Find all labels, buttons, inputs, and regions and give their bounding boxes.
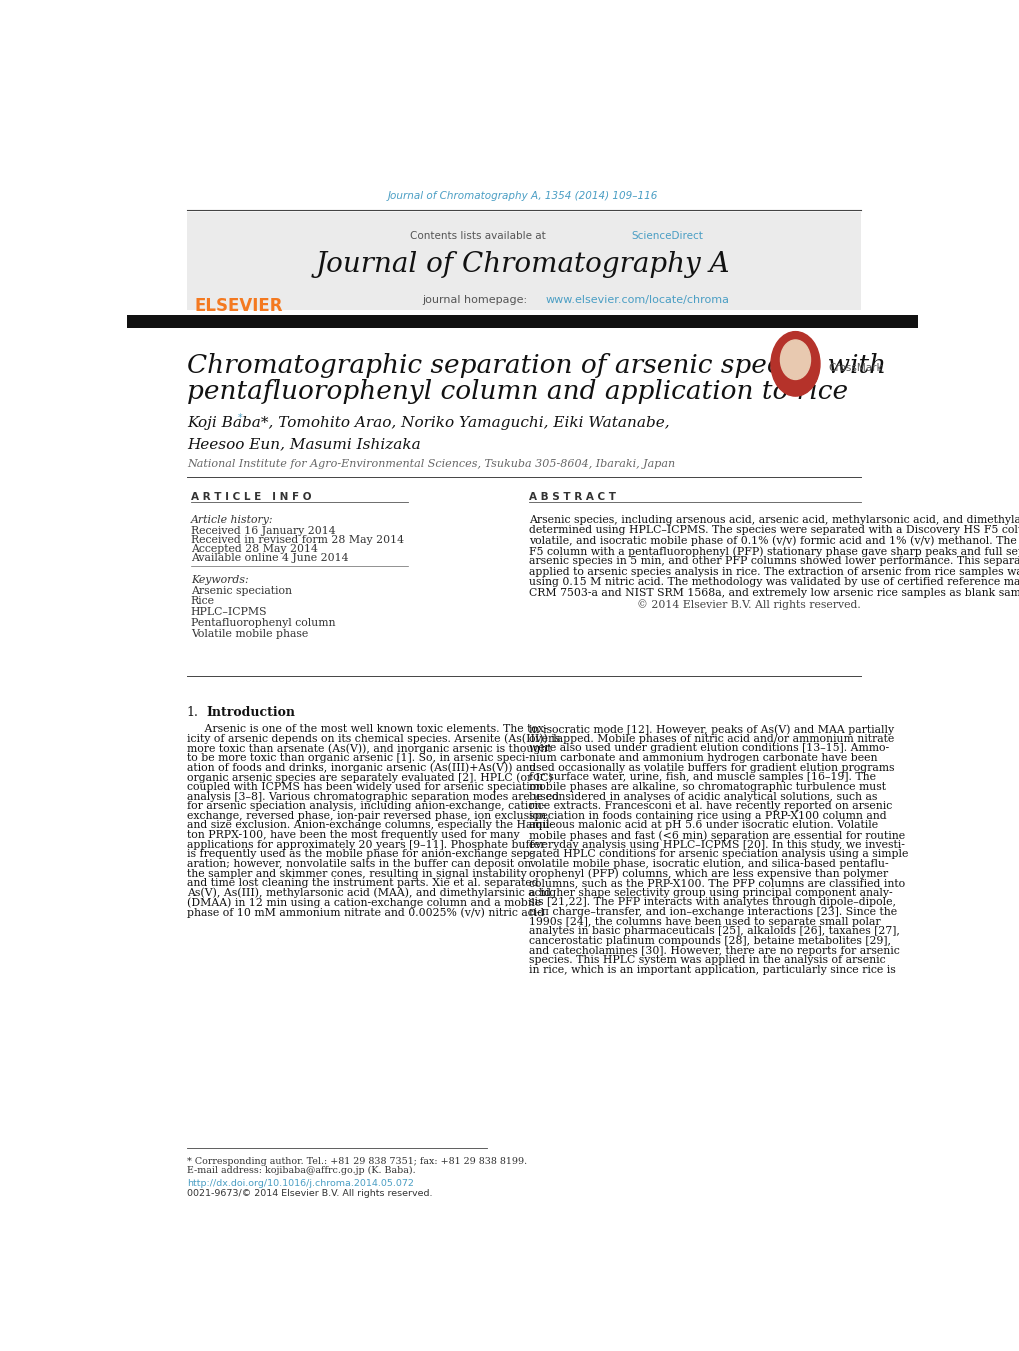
Text: and size exclusion. Anion-exchange columns, especially the Hamil-: and size exclusion. Anion-exchange colum… — [186, 820, 552, 831]
Text: Volatile mobile phase: Volatile mobile phase — [191, 628, 308, 639]
Text: more toxic than arsenate (As(V)), and inorganic arsenic is thought: more toxic than arsenate (As(V)), and in… — [186, 743, 550, 754]
Text: * Corresponding author. Tel.: +81 29 838 7351; fax: +81 29 838 8199.: * Corresponding author. Tel.: +81 29 838… — [186, 1156, 527, 1166]
Text: cancerostatic platinum compounds [28], betaine metabolites [29],: cancerostatic platinum compounds [28], b… — [529, 936, 891, 946]
Text: aration; however, nonvolatile salts in the buffer can deposit on: aration; however, nonvolatile salts in t… — [186, 859, 531, 869]
Text: CRM 7503-a and NIST SRM 1568a, and extremely low arsenic rice samples as blank s: CRM 7503-a and NIST SRM 1568a, and extre… — [529, 588, 1019, 597]
Text: overlapped. Mobile phases of nitric acid and/or ammonium nitrate: overlapped. Mobile phases of nitric acid… — [529, 734, 894, 744]
Text: for surface water, urine, fish, and muscle samples [16–19]. The: for surface water, urine, fish, and musc… — [529, 773, 875, 782]
Text: *: * — [238, 413, 243, 423]
Text: As(V), As(III), methylarsonic acid (MAA), and dimethylarsinic acid: As(V), As(III), methylarsonic acid (MAA)… — [186, 888, 550, 898]
Text: Rice: Rice — [191, 596, 215, 607]
Text: Koji Baba*, Tomohito Arao, Noriko Yamaguchi, Eiki Watanabe,: Koji Baba*, Tomohito Arao, Noriko Yamagu… — [186, 416, 668, 430]
Text: a higher shape selectivity group using principal component analy-: a higher shape selectivity group using p… — [529, 888, 892, 898]
Text: in rice, which is an important application, particularly since rice is: in rice, which is an important applicati… — [529, 965, 895, 975]
Text: the sampler and skimmer cones, resulting in signal instability: the sampler and skimmer cones, resulting… — [186, 869, 526, 878]
Text: mobile phases and fast (<6 min) separation are essential for routine: mobile phases and fast (<6 min) separati… — [529, 830, 904, 840]
Text: (DMAA) in 12 min using a cation-exchange column and a mobile: (DMAA) in 12 min using a cation-exchange… — [186, 897, 540, 908]
Text: mobile phases are alkaline, so chromatographic turbulence must: mobile phases are alkaline, so chromatog… — [529, 782, 886, 792]
Text: arsenic species in 5 min, and other PFP columns showed lower performance. This s: arsenic species in 5 min, and other PFP … — [529, 557, 1019, 566]
Bar — [127, 315, 917, 328]
Text: for arsenic speciation analysis, including anion-exchange, cation-: for arsenic speciation analysis, includi… — [186, 801, 544, 811]
Text: www.elsevier.com/locate/chroma: www.elsevier.com/locate/chroma — [545, 296, 729, 305]
Text: were also used under gradient elution conditions [13–15]. Ammo-: were also used under gradient elution co… — [529, 743, 889, 754]
Text: aqueous malonic acid at pH 5.6 under isocratic elution. Volatile: aqueous malonic acid at pH 5.6 under iso… — [529, 820, 877, 831]
Text: HPLC–ICPMS: HPLC–ICPMS — [191, 607, 267, 617]
Text: ScienceDirect: ScienceDirect — [631, 231, 703, 242]
Text: coupled with ICPMS has been widely used for arsenic speciation: coupled with ICPMS has been widely used … — [186, 782, 542, 792]
Text: Introduction: Introduction — [206, 705, 296, 719]
Text: Received in revised form 28 May 2014: Received in revised form 28 May 2014 — [191, 535, 404, 544]
Text: 1.: 1. — [186, 705, 199, 719]
Text: and catecholamines [30]. However, there are no reports for arsenic: and catecholamines [30]. However, there … — [529, 946, 899, 955]
Text: nium carbonate and ammonium hydrogen carbonate have been: nium carbonate and ammonium hydrogen car… — [529, 753, 876, 763]
Text: ation of foods and drinks, inorganic arsenic (As(III)+As(V)) and: ation of foods and drinks, inorganic ars… — [186, 763, 536, 773]
Text: Available online 4 June 2014: Available online 4 June 2014 — [191, 554, 347, 563]
Text: analytes in basic pharmaceuticals [25], alkaloids [26], taxanes [27],: analytes in basic pharmaceuticals [25], … — [529, 927, 899, 936]
Text: E-mail address: kojibaba@affrc.go.jp (K. Baba).: E-mail address: kojibaba@affrc.go.jp (K.… — [186, 1166, 415, 1175]
Text: volatile mobile phase, isocratic elution, and silica-based pentaflu-: volatile mobile phase, isocratic elution… — [529, 859, 888, 869]
Text: Arsenic speciation: Arsenic speciation — [191, 585, 291, 596]
Text: pentafluorophenyl column and application to rice: pentafluorophenyl column and application… — [186, 380, 847, 404]
Text: columns, such as the PRP-X100. The PFP columns are classified into: columns, such as the PRP-X100. The PFP c… — [529, 878, 904, 888]
Text: applied to arsenic species analysis in rice. The extraction of arsenic from rice: applied to arsenic species analysis in r… — [529, 567, 1019, 577]
Text: be considered in analyses of acidic analytical solutions, such as: be considered in analyses of acidic anal… — [529, 792, 876, 801]
Text: F5 column with a pentafluorophenyl (PFP) stationary phase gave sharp peaks and f: F5 column with a pentafluorophenyl (PFP)… — [529, 546, 1019, 557]
Text: analysis [3–8]. Various chromatographic separation modes are used: analysis [3–8]. Various chromatographic … — [186, 792, 558, 801]
Text: speciation in foods containing rice using a PRP-X100 column and: speciation in foods containing rice usin… — [529, 811, 886, 821]
Text: sis [21,22]. The PFP interacts with analytes through dipole–dipole,: sis [21,22]. The PFP interacts with anal… — [529, 897, 896, 908]
Text: icity of arsenic depends on its chemical species. Arsenite (As(III)) is: icity of arsenic depends on its chemical… — [186, 734, 559, 744]
Text: volatile, and isocratic mobile phase of 0.1% (v/v) formic acid and 1% (v/v) meth: volatile, and isocratic mobile phase of … — [529, 535, 1019, 546]
Text: π–π charge–transfer, and ion–exchange interactions [23]. Since the: π–π charge–transfer, and ion–exchange in… — [529, 907, 897, 917]
Text: and time lost cleaning the instrument parts. Xie et al. separated: and time lost cleaning the instrument pa… — [186, 878, 538, 888]
Text: http://dx.doi.org/10.1016/j.chroma.2014.05.072: http://dx.doi.org/10.1016/j.chroma.2014.… — [186, 1178, 414, 1188]
Text: Keywords:: Keywords: — [191, 574, 248, 585]
Text: Heesoo Eun, Masumi Ishizaka: Heesoo Eun, Masumi Ishizaka — [186, 436, 420, 451]
Text: journal homepage:: journal homepage: — [422, 296, 531, 305]
Text: 1990s [24], the columns have been used to separate small polar: 1990s [24], the columns have been used t… — [529, 917, 879, 927]
Bar — [186, 212, 860, 309]
Text: National Institute for Agro-Environmental Sciences, Tsukuba 305-8604, Ibaraki, J: National Institute for Agro-Environmenta… — [186, 459, 675, 469]
Text: Journal of Chromatography A: Journal of Chromatography A — [315, 251, 730, 278]
Text: Contents lists available at: Contents lists available at — [410, 231, 548, 242]
Text: 0021-9673/© 2014 Elsevier B.V. All rights reserved.: 0021-9673/© 2014 Elsevier B.V. All right… — [186, 1189, 432, 1197]
Text: Arsenic is one of the most well known toxic elements. The tox-: Arsenic is one of the most well known to… — [186, 724, 546, 734]
Text: determined using HPLC–ICPMS. The species were separated with a Discovery HS F5 c: determined using HPLC–ICPMS. The species… — [529, 526, 1019, 535]
Text: gated HPLC conditions for arsenic speciation analysis using a simple: gated HPLC conditions for arsenic specia… — [529, 850, 908, 859]
Text: A R T I C L E   I N F O: A R T I C L E I N F O — [191, 492, 311, 501]
Text: to be more toxic than organic arsenic [1]. So, in arsenic speci-: to be more toxic than organic arsenic [1… — [186, 753, 528, 763]
Text: © 2014 Elsevier B.V. All rights reserved.: © 2014 Elsevier B.V. All rights reserved… — [637, 600, 860, 611]
Text: used occasionally as volatile buffers for gradient elution programs: used occasionally as volatile buffers fo… — [529, 763, 894, 773]
Text: Journal of Chromatography A, 1354 (2014) 109–116: Journal of Chromatography A, 1354 (2014)… — [387, 192, 657, 201]
Text: exchange, reversed phase, ion-pair reversed phase, ion exclusion,: exchange, reversed phase, ion-pair rever… — [186, 811, 549, 821]
Text: A B S T R A C T: A B S T R A C T — [529, 492, 615, 501]
Text: species. This HPLC system was applied in the analysis of arsenic: species. This HPLC system was applied in… — [529, 955, 884, 965]
Text: ELSEVIER: ELSEVIER — [195, 297, 283, 315]
Text: organic arsenic species are separately evaluated [2]. HPLC (or IC): organic arsenic species are separately e… — [186, 773, 552, 784]
Text: Chromatographic separation of arsenic species with: Chromatographic separation of arsenic sp… — [186, 353, 886, 378]
Text: Arsenic species, including arsenous acid, arsenic acid, methylarsonic acid, and : Arsenic species, including arsenous acid… — [529, 515, 1019, 524]
Text: orophenyl (PFP) columns, which are less expensive than polymer: orophenyl (PFP) columns, which are less … — [529, 869, 888, 880]
Text: Received 16 January 2014: Received 16 January 2014 — [191, 526, 335, 535]
Text: ton PRPX-100, have been the most frequently used for many: ton PRPX-100, have been the most frequen… — [186, 830, 519, 840]
Text: Article history:: Article history: — [191, 515, 273, 524]
Text: rice extracts. Francesconi et al. have recently reported on arsenic: rice extracts. Francesconi et al. have r… — [529, 801, 892, 811]
Text: Pentafluorophenyl column: Pentafluorophenyl column — [191, 617, 335, 628]
Text: Accepted 28 May 2014: Accepted 28 May 2014 — [191, 544, 317, 554]
Text: everyday analysis using HPLC–ICPMS [20]. In this study, we investi-: everyday analysis using HPLC–ICPMS [20].… — [529, 840, 904, 850]
Text: applications for approximately 20 years [9–11]. Phosphate buffer: applications for approximately 20 years … — [186, 840, 544, 850]
Text: using 0.15 M nitric acid. The methodology was validated by use of certified refe: using 0.15 M nitric acid. The methodolog… — [529, 577, 1019, 588]
Text: in isocratic mode [12]. However, peaks of As(V) and MAA partially: in isocratic mode [12]. However, peaks o… — [529, 724, 894, 735]
Text: CrossMark: CrossMark — [827, 363, 882, 373]
Text: is frequently used as the mobile phase for anion-exchange sep-: is frequently used as the mobile phase f… — [186, 850, 533, 859]
Text: phase of 10 mM ammonium nitrate and 0.0025% (v/v) nitric acid: phase of 10 mM ammonium nitrate and 0.00… — [186, 907, 543, 917]
Circle shape — [770, 331, 819, 396]
Circle shape — [780, 340, 810, 380]
